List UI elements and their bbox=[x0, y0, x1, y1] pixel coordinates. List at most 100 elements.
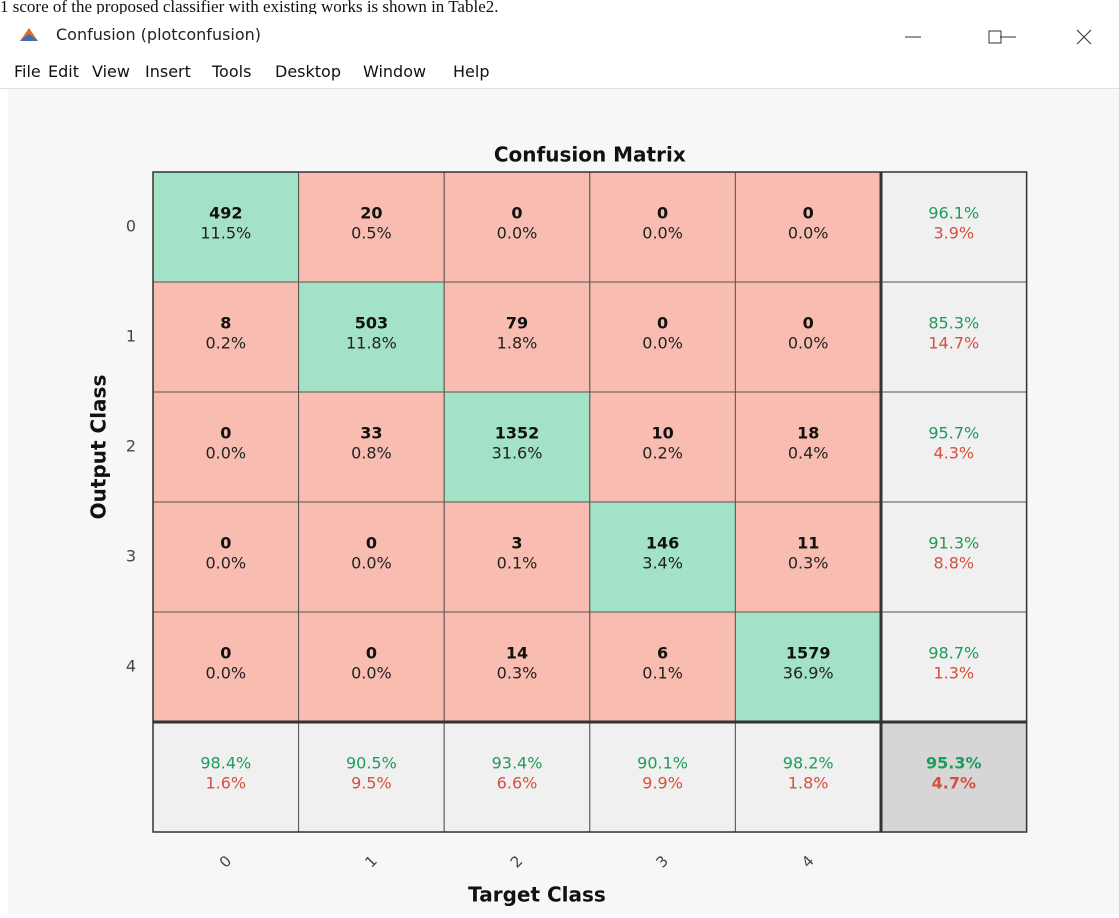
cell bbox=[589, 501, 736, 613]
col-label: 3 bbox=[653, 852, 672, 871]
col-summary-cell bbox=[589, 721, 736, 833]
cell bbox=[298, 501, 445, 613]
cell bbox=[734, 501, 882, 613]
col-wrong: 6.6% bbox=[497, 774, 538, 793]
menu-item[interactable]: Help bbox=[453, 62, 490, 81]
row-label: 3 bbox=[126, 547, 136, 566]
cell-count: 0 bbox=[366, 534, 377, 553]
cell-count: 14 bbox=[506, 644, 528, 663]
cell-count: 79 bbox=[506, 314, 528, 333]
confusion-matrix: Confusion Matrix49211.5%200.5%00.0%00.0%… bbox=[87, 143, 1028, 907]
cell-percent: 0.2% bbox=[205, 334, 246, 353]
window-buttons[interactable] bbox=[905, 22, 1115, 52]
cell-count: 1352 bbox=[495, 424, 540, 443]
col-label: 0 bbox=[216, 852, 235, 871]
cell-percent: 1.8% bbox=[497, 334, 538, 353]
total-cell bbox=[880, 721, 1028, 833]
cell-count: 10 bbox=[651, 424, 673, 443]
row-summary-cell bbox=[880, 501, 1028, 613]
cell-percent: 0.5% bbox=[351, 224, 392, 243]
cell-percent: 0.0% bbox=[642, 334, 683, 353]
cell bbox=[152, 281, 300, 393]
total-wrong: 4.7% bbox=[932, 774, 976, 793]
col-wrong: 1.6% bbox=[205, 774, 246, 793]
menu-item[interactable]: Edit bbox=[48, 62, 79, 81]
row-correct: 91.3% bbox=[928, 534, 979, 553]
row-wrong: 1.3% bbox=[933, 664, 974, 683]
cell-percent: 0.0% bbox=[497, 224, 538, 243]
y-axis-label: Output Class bbox=[87, 375, 111, 520]
cell-count: 0 bbox=[657, 204, 668, 223]
cell-count: 492 bbox=[209, 204, 242, 223]
col-correct: 90.5% bbox=[346, 754, 397, 773]
col-wrong: 1.8% bbox=[788, 774, 829, 793]
menu-item[interactable]: Insert bbox=[145, 62, 191, 81]
cell-percent: 0.1% bbox=[497, 554, 538, 573]
cell-percent: 0.0% bbox=[351, 664, 392, 683]
app-icon bbox=[20, 28, 38, 41]
cell-count: 146 bbox=[646, 534, 679, 553]
cell-percent: 0.0% bbox=[788, 334, 829, 353]
menu-item[interactable]: File bbox=[14, 62, 41, 81]
cell bbox=[443, 611, 591, 723]
cell bbox=[443, 281, 591, 393]
menu-item[interactable]: Desktop bbox=[275, 62, 341, 81]
cell-count: 1579 bbox=[786, 644, 831, 663]
menu-bar: File Edit View Insert Tools Desktop Window Help bbox=[0, 56, 1119, 89]
cell bbox=[443, 171, 591, 283]
cell-count: 20 bbox=[360, 204, 382, 223]
cell-count: 0 bbox=[657, 314, 668, 333]
col-correct: 98.2% bbox=[783, 754, 834, 773]
row-wrong: 3.9% bbox=[933, 224, 974, 243]
cell-percent: 0.3% bbox=[497, 664, 538, 683]
cell-count: 0 bbox=[220, 534, 231, 553]
cell-count: 503 bbox=[355, 314, 388, 333]
col-wrong: 9.5% bbox=[351, 774, 392, 793]
cell-count: 18 bbox=[797, 424, 819, 443]
cell-percent: 0.3% bbox=[788, 554, 829, 573]
cell bbox=[298, 611, 445, 723]
row-correct: 96.1% bbox=[928, 204, 979, 223]
col-label: 1 bbox=[361, 852, 380, 871]
row-wrong: 14.7% bbox=[928, 334, 979, 353]
cell bbox=[298, 391, 445, 503]
row-correct: 98.7% bbox=[928, 644, 979, 663]
cell-percent: 31.6% bbox=[492, 444, 543, 463]
caption: 1 score of the proposed classifier with … bbox=[0, 0, 499, 14]
cell-percent: 36.9% bbox=[783, 664, 834, 683]
cell-percent: 0.4% bbox=[788, 444, 829, 463]
window-title: Confusion (plotconfusion) bbox=[56, 25, 262, 44]
matrix-border bbox=[152, 171, 1028, 833]
close-button[interactable] bbox=[1076, 29, 1092, 45]
menu-item[interactable]: Tools bbox=[212, 62, 252, 81]
col-correct: 90.1% bbox=[637, 754, 688, 773]
cell bbox=[152, 171, 300, 283]
col-summary-cell bbox=[734, 721, 882, 833]
cell bbox=[589, 391, 736, 503]
cell bbox=[152, 611, 300, 723]
cell-percent: 0.2% bbox=[642, 444, 683, 463]
col-label: 4 bbox=[798, 852, 817, 871]
col-wrong: 9.9% bbox=[642, 774, 683, 793]
menu-item[interactable]: View bbox=[92, 62, 130, 81]
cell-percent: 0.0% bbox=[642, 224, 683, 243]
cell-count: 6 bbox=[657, 644, 668, 663]
row-summary-cell bbox=[880, 281, 1028, 393]
cell-percent: 3.4% bbox=[642, 554, 683, 573]
cell bbox=[152, 501, 300, 613]
maximize-button[interactable] bbox=[988, 30, 1002, 44]
row-label: 1 bbox=[126, 327, 136, 346]
title-bar: Confusion (plotconfusion) bbox=[0, 14, 1119, 56]
cell-count: 0 bbox=[220, 644, 231, 663]
cell-percent: 0.0% bbox=[788, 224, 829, 243]
menu-item[interactable]: Window bbox=[363, 62, 427, 81]
window-controls[interactable] bbox=[1000, 22, 1110, 52]
cell-percent: 0.1% bbox=[642, 664, 683, 683]
cell-percent: 0.0% bbox=[205, 554, 246, 573]
cell-count: 8 bbox=[220, 314, 231, 333]
row-correct: 85.3% bbox=[928, 314, 979, 333]
row-wrong: 4.3% bbox=[933, 444, 974, 463]
cell-count: 11 bbox=[797, 534, 819, 553]
row-label: 2 bbox=[126, 437, 136, 456]
